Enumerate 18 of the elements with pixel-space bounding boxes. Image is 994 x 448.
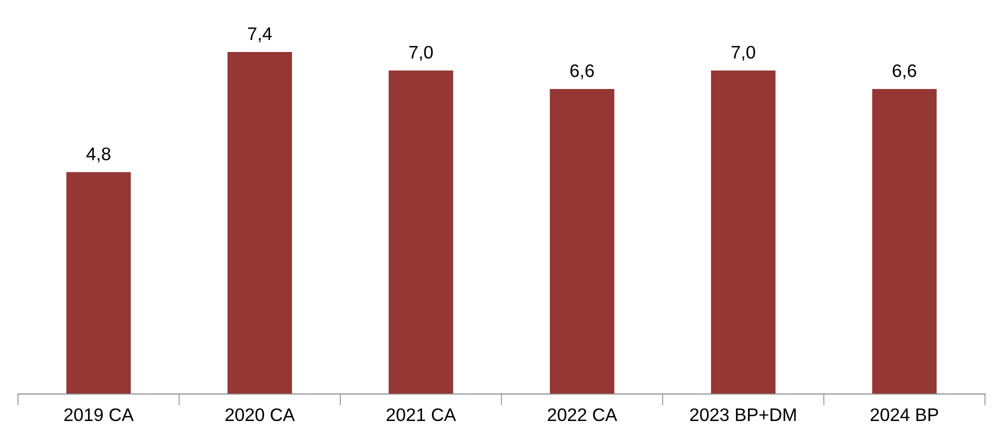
bar <box>66 172 131 394</box>
x-tick-label: 2021 CA <box>386 408 456 422</box>
data-label: 7,0 <box>732 46 756 61</box>
x-tick-label: 2020 CA <box>226 408 295 422</box>
data-label: 7,4 <box>248 28 272 42</box>
data-label: 6,6 <box>892 64 916 80</box>
bar <box>872 89 937 394</box>
bar <box>228 52 292 394</box>
bar <box>388 70 454 394</box>
bar <box>550 89 614 394</box>
data-label: 4,8 <box>86 148 110 162</box>
bar <box>711 70 776 394</box>
x-tick-label: 2024 BP <box>870 408 938 422</box>
data-label: 7,0 <box>409 46 433 61</box>
x-tick-label: 2019 CA <box>64 408 134 422</box>
x-tick-label: 2022 CA <box>548 408 618 422</box>
data-label: 6,6 <box>570 64 594 80</box>
x-tick-label: 2023 BP+DM <box>690 408 796 422</box>
